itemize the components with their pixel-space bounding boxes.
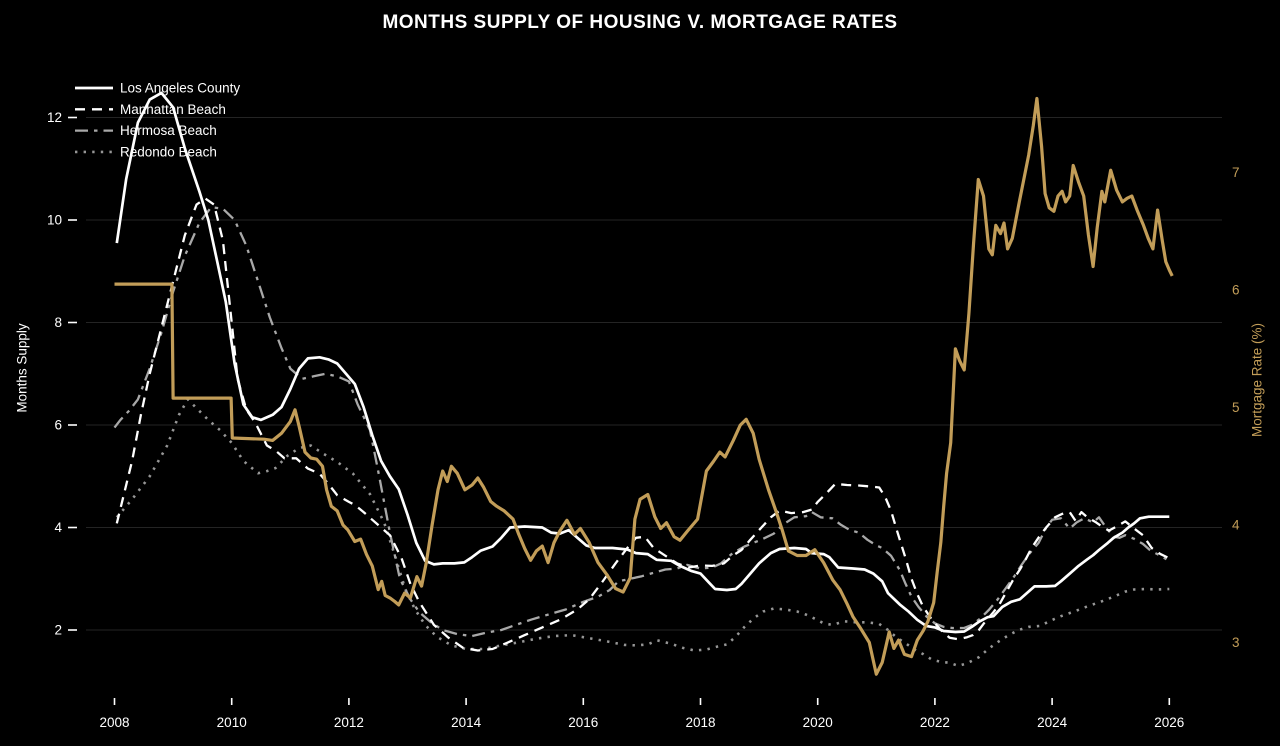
legend-label-manhattan-beach: Manhattan Beach [120,102,226,117]
left-axis-tick-label: 8 [54,315,62,330]
x-axis-tick-label: 2012 [334,715,364,730]
right-axis-tick-label: 7 [1232,165,1240,180]
x-axis-tick-label: 2008 [99,715,129,730]
x-axis-tick-label: 2022 [920,715,950,730]
x-axis-tick-label: 2010 [217,715,247,730]
x-axis-tick-label: 2024 [1037,715,1068,730]
legend-label-redondo-beach: Redondo Beach [120,144,217,159]
chart-title: MONTHS SUPPLY OF HOUSING V. MORTGAGE RAT… [382,12,898,33]
left-axis-tick-label: 2 [54,623,62,638]
left-axis-tick-label: 4 [54,520,62,535]
series-line-manhattan-beach [115,197,1170,652]
left-axis-tick-label: 6 [54,418,62,433]
right-axis-tick-label: 6 [1232,283,1240,298]
right-axis-tick-label: 3 [1232,635,1240,650]
left-axis-tick-label: 10 [47,213,62,228]
legend-label-los-angeles-county: Los Angeles County [120,81,240,96]
right-axis-tick-label: 4 [1232,518,1240,533]
x-axis-tick-label: 2018 [685,715,715,730]
x-axis-tick-label: 2016 [568,715,598,730]
x-axis-tick-label: 2020 [803,715,833,730]
series-line-hermosa-beach [113,206,1167,638]
legend-label-hermosa-beach: Hermosa Beach [120,123,217,138]
x-axis-tick-label: 2026 [1154,715,1184,730]
series-line-mortgage-rate [114,96,1174,676]
right-axis-tick-label: 5 [1232,400,1240,415]
series-line-los-angeles-county [115,91,1170,634]
x-axis-tick-label: 2014 [451,715,482,730]
left-axis-tick-label: 12 [47,110,62,125]
